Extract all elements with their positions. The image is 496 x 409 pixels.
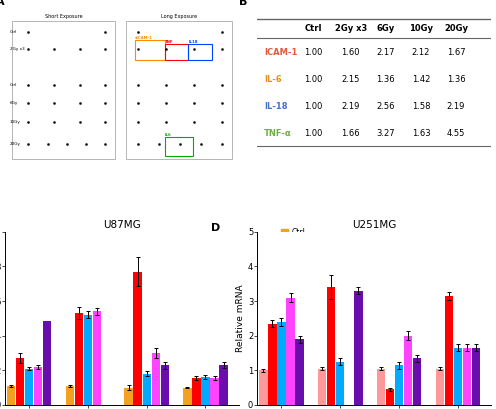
Bar xyxy=(126,21,232,160)
Bar xyxy=(296,339,304,405)
Bar xyxy=(7,386,15,405)
Bar xyxy=(219,365,228,405)
Bar xyxy=(192,378,200,405)
Text: TNF: TNF xyxy=(165,40,174,45)
Text: 1.36: 1.36 xyxy=(447,75,465,84)
Bar xyxy=(201,377,210,405)
Bar xyxy=(165,45,188,60)
Text: D: D xyxy=(211,223,220,233)
Text: TNF-α: TNF-α xyxy=(264,128,292,137)
Bar xyxy=(161,365,169,405)
Bar xyxy=(259,370,267,405)
Bar xyxy=(183,388,191,405)
Bar xyxy=(386,389,394,405)
Bar xyxy=(124,388,133,405)
Text: 2.19: 2.19 xyxy=(447,102,465,111)
Bar xyxy=(336,362,344,405)
Text: 2.12: 2.12 xyxy=(412,48,430,57)
Title: U87MG: U87MG xyxy=(103,220,141,229)
Legend: Ctrl, 2Gyx3, 6Gy, 10Gy, 20Gy: Ctrl, 2Gyx3, 6Gy, 10Gy, 20Gy xyxy=(280,227,316,284)
Text: IL-6: IL-6 xyxy=(264,75,282,84)
Text: 1.00: 1.00 xyxy=(304,48,322,57)
Text: IL-18: IL-18 xyxy=(264,102,288,111)
Bar xyxy=(25,369,33,405)
Text: 6Gy: 6Gy xyxy=(377,24,395,33)
Bar xyxy=(152,353,160,405)
Bar xyxy=(210,378,219,405)
Bar xyxy=(12,21,115,160)
Text: Ctrl: Ctrl xyxy=(9,30,17,34)
Text: 1.00: 1.00 xyxy=(304,128,322,137)
Text: Ctrl: Ctrl xyxy=(305,24,322,33)
Text: 20Gy: 20Gy xyxy=(9,142,21,146)
Text: 2.15: 2.15 xyxy=(342,75,360,84)
Text: B: B xyxy=(239,0,247,7)
Bar xyxy=(472,348,480,405)
Bar xyxy=(165,137,193,156)
Text: 3.27: 3.27 xyxy=(376,128,395,137)
Text: sICAM-1: sICAM-1 xyxy=(134,36,153,40)
Text: ICAM-1: ICAM-1 xyxy=(264,48,298,57)
Bar xyxy=(142,374,151,405)
Bar xyxy=(404,336,412,405)
Bar xyxy=(93,311,101,405)
Bar xyxy=(463,348,471,405)
Text: 2Gy x3: 2Gy x3 xyxy=(9,47,24,51)
Bar xyxy=(84,315,92,405)
Bar xyxy=(133,272,142,405)
Text: 1.00: 1.00 xyxy=(304,75,322,84)
Text: 2Gy x3: 2Gy x3 xyxy=(335,24,367,33)
Bar xyxy=(65,386,74,405)
Bar xyxy=(435,369,444,405)
Text: 10Gy: 10Gy xyxy=(409,24,433,33)
Text: 1.58: 1.58 xyxy=(412,102,430,111)
Text: 1.66: 1.66 xyxy=(342,128,360,137)
Bar xyxy=(134,40,165,60)
Bar xyxy=(354,291,363,405)
Bar xyxy=(318,369,326,405)
Text: 2.19: 2.19 xyxy=(342,102,360,111)
Bar xyxy=(43,321,51,405)
Text: Short Exposure: Short Exposure xyxy=(45,13,82,18)
Bar xyxy=(413,358,421,405)
Text: 1.67: 1.67 xyxy=(447,48,465,57)
Text: 1.60: 1.60 xyxy=(342,48,360,57)
Bar xyxy=(286,297,295,405)
Bar xyxy=(34,367,42,405)
Text: 1.63: 1.63 xyxy=(412,128,430,137)
Text: 10Gy: 10Gy xyxy=(9,119,20,124)
Text: 1.36: 1.36 xyxy=(376,75,395,84)
Bar xyxy=(454,348,462,405)
Bar xyxy=(268,324,277,405)
Bar xyxy=(16,358,24,405)
Text: 1.00: 1.00 xyxy=(304,102,322,111)
Bar xyxy=(75,313,83,405)
Text: IL18: IL18 xyxy=(188,40,198,45)
Text: 1.42: 1.42 xyxy=(412,75,430,84)
Bar xyxy=(377,369,385,405)
Bar xyxy=(395,365,403,405)
Bar xyxy=(445,296,453,405)
Text: IL6: IL6 xyxy=(165,133,172,137)
Text: A: A xyxy=(0,0,4,7)
Y-axis label: Relative mRNA: Relative mRNA xyxy=(236,285,245,352)
Text: 2.17: 2.17 xyxy=(376,48,395,57)
Text: 6Gy: 6Gy xyxy=(9,101,18,105)
Bar xyxy=(188,45,212,60)
Text: 4.55: 4.55 xyxy=(447,128,465,137)
Text: 20Gy: 20Gy xyxy=(444,24,468,33)
Text: 2.56: 2.56 xyxy=(376,102,395,111)
Bar xyxy=(327,287,335,405)
Text: Ctrl: Ctrl xyxy=(9,83,17,88)
Text: Long Exposure: Long Exposure xyxy=(161,13,197,18)
Title: U251MG: U251MG xyxy=(352,220,396,229)
Bar xyxy=(277,322,286,405)
